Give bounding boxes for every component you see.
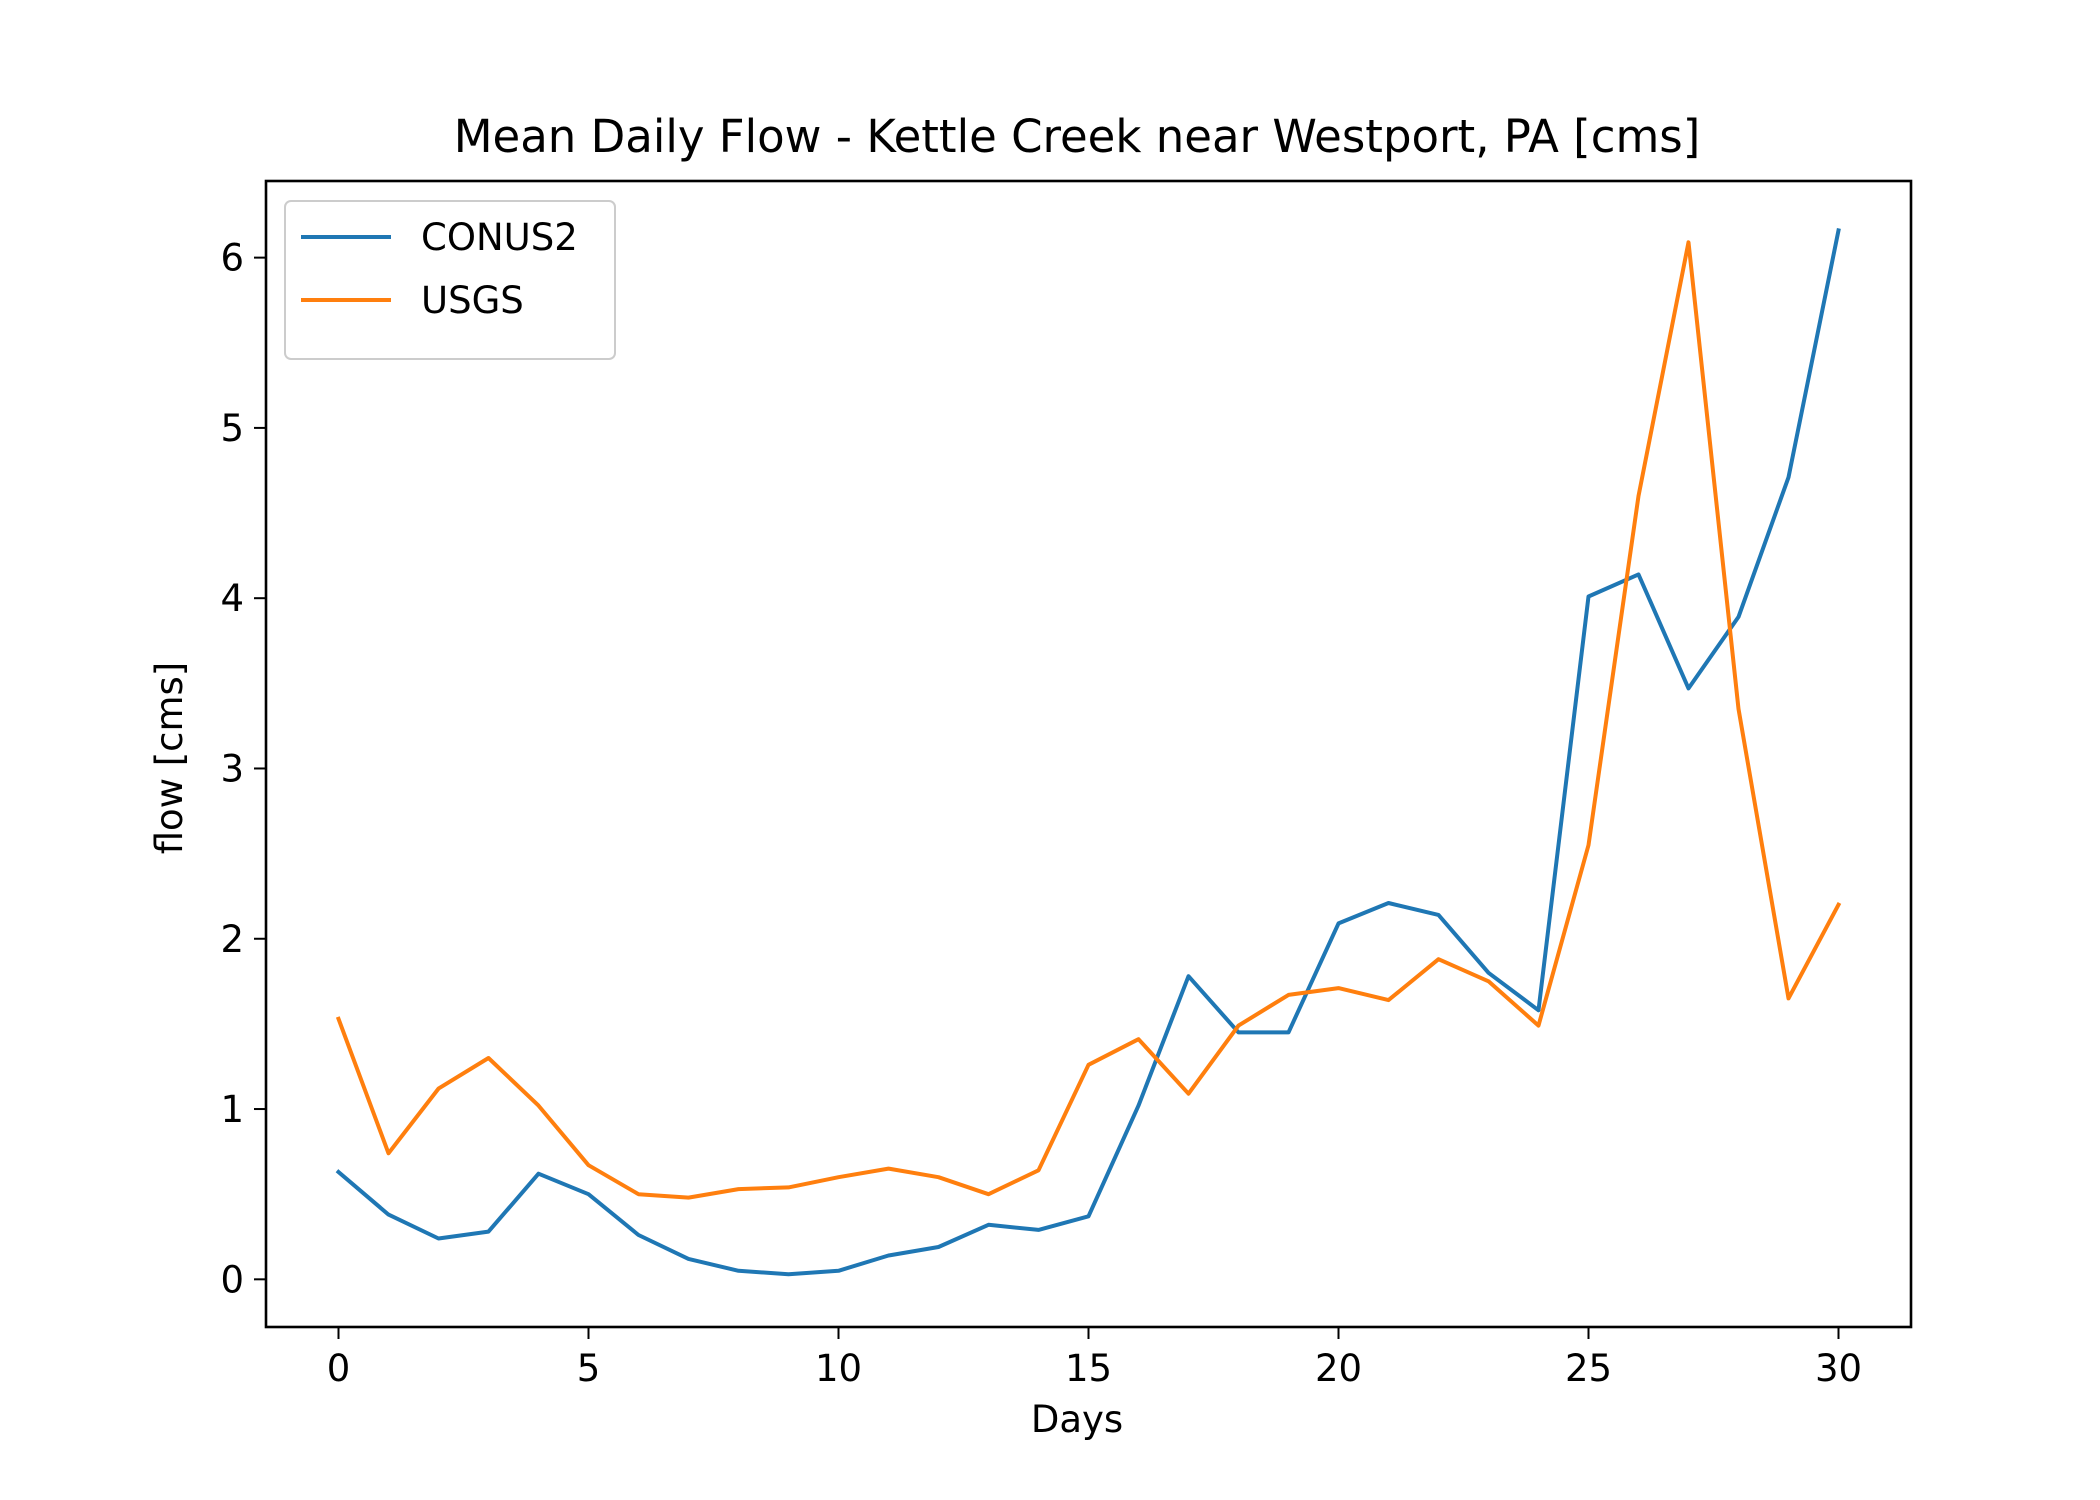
y-tick-label: 2 [220, 918, 244, 961]
legend: CONUS2 USGS [284, 200, 616, 360]
series-line-conus2 [335, 228, 1841, 1277]
x-tick-label: 20 [1315, 1347, 1362, 1390]
y-tick-label: 3 [220, 747, 244, 790]
x-axis-label: Days [1031, 1398, 1123, 1441]
series-layer [335, 228, 1842, 1277]
y-axis-label: flow [cms] [148, 662, 191, 855]
x-tick-label: 25 [1565, 1347, 1612, 1390]
legend-label-conus2: CONUS2 [421, 216, 578, 259]
y-tick-label: 5 [220, 407, 244, 450]
x-tick-label: 30 [1815, 1347, 1862, 1390]
legend-box [284, 200, 616, 360]
y-axis: 0 1 2 3 4 5 6 [220, 237, 266, 1301]
y-tick-label: 4 [220, 577, 244, 620]
plot-background [266, 181, 1911, 1327]
plot-area [264, 179, 1913, 1329]
x-tick-label: 15 [1065, 1347, 1112, 1390]
x-tick-label: 5 [577, 1347, 601, 1390]
x-tick-label: 10 [815, 1347, 862, 1390]
legend-label-usgs: USGS [421, 279, 524, 322]
x-tick-label: 0 [327, 1347, 351, 1390]
y-tick-label: 6 [220, 237, 244, 280]
series-line-usgs [335, 240, 1842, 1200]
x-axis: 0 5 10 15 20 25 30 [327, 1327, 1862, 1390]
y-tick-label: 0 [220, 1258, 244, 1301]
chart-title: Mean Daily Flow - Kettle Creek near West… [454, 110, 1701, 163]
y-tick-label: 1 [220, 1088, 244, 1131]
